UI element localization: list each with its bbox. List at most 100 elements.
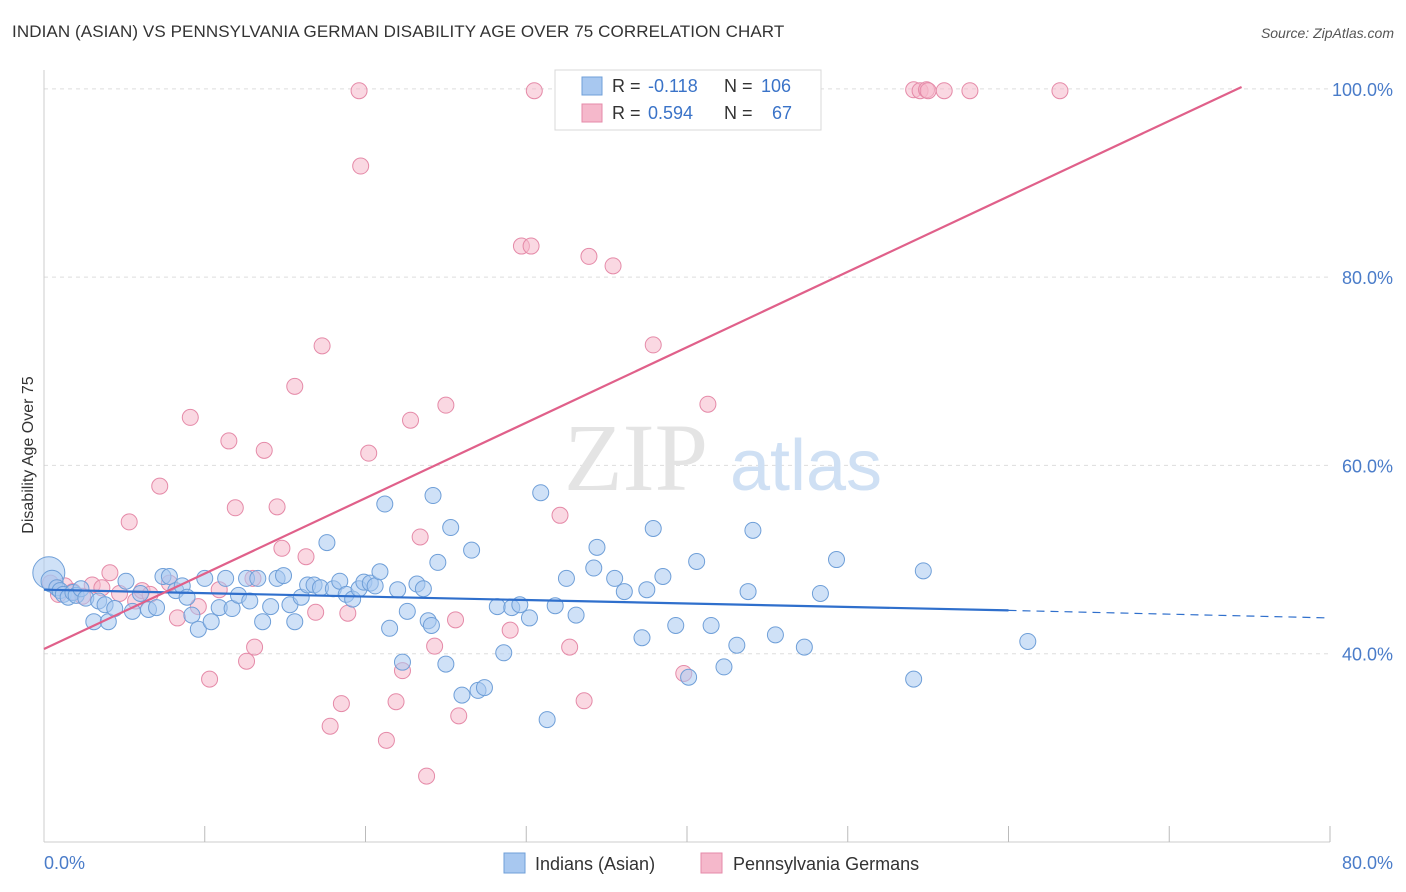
data-point-indians-asian [453,686,471,704]
legend-n-label-2: N = [724,103,753,123]
legend-r-value-2: 0.594 [648,103,693,123]
data-point-indians-asian [422,616,440,634]
data-point-pa-germans [168,609,186,627]
data-point-pa-germans [321,717,339,735]
data-point-pa-germans [1051,82,1069,100]
data-point-indians-asian [1019,632,1037,650]
data-point-pa-germans [919,82,937,100]
data-point-pa-germans [226,499,244,517]
data-point-pa-germans [437,396,455,414]
data-point-indians-asian [680,668,698,686]
data-point-indians-asian [249,569,267,587]
data-point-pa-germans [201,670,219,688]
data-point-indians-asian [376,495,394,513]
x-axis-ticks [204,826,1331,842]
series-legend-label-indians: Indians (Asian) [535,854,655,874]
data-point-pa-germans [273,539,291,557]
trend-line-pa-germans [43,85,1243,650]
data-point-indians-asian [475,679,493,697]
data-point-indians-asian [588,538,606,556]
x-tick-label-min: 0.0% [44,853,85,873]
data-point-pa-germans [181,408,199,426]
series-legend-label-pa-germans: Pennsylvania Germans [733,854,919,874]
data-point-indians-asian [905,670,923,688]
data-point-pa-germans [360,444,378,462]
data-point-indians-asian [389,581,407,599]
data-point-pa-germans [551,506,569,524]
trend-line-indians-asian [43,588,1009,612]
data-point-indians-asian [728,636,746,654]
data-point-indians-asian [488,598,506,616]
data-point-indians-asian [424,487,442,505]
y-tick-label: 40.0% [1342,645,1393,665]
data-point-indians-asian [371,563,389,581]
correlation-legend: R = -0.118 N = 106 R = 0.594 N = 67 [554,69,822,131]
data-point-pa-germans [604,257,622,275]
trend-lines [43,85,1331,650]
data-point-indians-asian [183,606,201,624]
watermark-zip: ZIP [564,404,708,511]
data-point-indians-asian [381,619,399,637]
data-point-pa-germans [501,621,519,639]
data-point-indians-asian [567,606,585,624]
data-point-pa-germans [268,498,286,516]
data-point-indians-asian [495,644,513,662]
data-point-indians-asian [275,567,293,585]
y-axis-title: Disability Age Over 75 [20,376,37,534]
data-point-indians-asian [148,599,166,617]
data-point-indians-asian [739,583,757,601]
data-point-indians-asian [318,534,336,552]
data-point-indians-asian [644,519,662,537]
trend-line-indians-asian-extension [1008,609,1331,619]
indians-asian-points [32,484,1037,729]
data-point-indians-asian [262,598,280,616]
data-point-indians-asian [688,552,706,570]
data-point-indians-asian [366,577,384,595]
data-point-pa-germans [447,611,465,629]
data-point-pa-germans [522,237,540,255]
data-point-pa-germans [246,638,264,656]
x-tick-label-max: 80.0% [1342,853,1393,873]
legend-n-label-1: N = [724,76,753,96]
data-point-indians-asian [286,613,304,631]
source-label: Source: ZipAtlas.com [1260,25,1394,41]
data-point-indians-asian [667,616,685,634]
y-tick-labels: 40.0% 60.0% 80.0% 100.0% [1332,80,1393,665]
y-tick-label: 100.0% [1332,80,1393,100]
data-point-indians-asian [715,658,733,676]
data-point-indians-asian [532,484,550,502]
legend-r-label-2: R = [612,103,641,123]
data-point-indians-asian [702,616,720,634]
data-point-indians-asian [131,584,149,602]
data-point-pa-germans [450,707,468,725]
legend-swatch-pink [581,103,603,123]
data-point-indians-asian [744,521,762,539]
data-point-pa-germans [387,693,405,711]
data-point-indians-asian [638,581,656,599]
data-point-pa-germans [575,692,593,710]
data-point-pa-germans [561,638,579,656]
data-point-indians-asian [241,592,259,610]
data-point-pa-germans [402,411,420,429]
y-tick-label: 60.0% [1342,456,1393,476]
grid-lines [44,88,1330,655]
data-point-indians-asian [538,711,556,729]
legend-swatch-blue [581,76,603,96]
data-point-indians-asian [189,620,207,638]
series-legend-swatch-blue [503,852,526,874]
data-point-indians-asian [795,638,813,656]
data-point-pa-germans [101,564,119,582]
data-point-indians-asian [557,569,575,587]
data-point-indians-asian [254,613,272,631]
data-point-pa-germans [220,432,238,450]
data-point-indians-asian [615,583,633,601]
data-point-pa-germans [644,336,662,354]
data-point-indians-asian [414,580,432,598]
data-point-pa-germans [313,337,331,355]
data-point-indians-asian [429,553,447,571]
data-point-indians-asian [811,584,829,602]
data-point-indians-asian [827,551,845,569]
y-tick-label: 80.0% [1342,268,1393,288]
data-point-pa-germans [352,157,370,175]
